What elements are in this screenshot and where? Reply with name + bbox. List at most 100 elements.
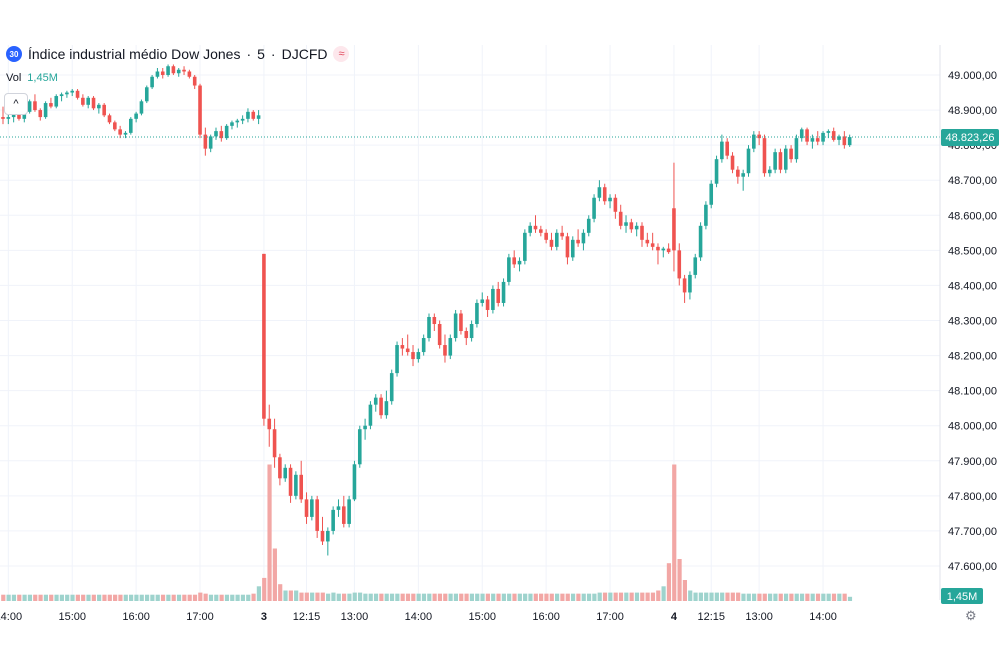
candle — [256, 110, 261, 125]
title-separator: · — [246, 46, 252, 62]
candle-body — [304, 499, 309, 517]
candle-body — [405, 348, 410, 353]
candle — [789, 145, 793, 163]
candle-body — [762, 138, 767, 174]
wave-icon[interactable]: ≈ — [333, 46, 350, 62]
volume-bar — [368, 593, 373, 601]
candle — [400, 338, 405, 356]
candle-body — [288, 467, 293, 496]
volume-bar — [645, 592, 650, 601]
candle — [815, 131, 820, 146]
candle — [416, 348, 421, 363]
volume-bars — [1, 464, 853, 601]
candle-body — [661, 248, 666, 251]
candle — [810, 134, 815, 149]
candle — [294, 471, 298, 500]
candle-body — [656, 246, 660, 251]
candle — [278, 453, 282, 486]
candle-body — [283, 467, 288, 479]
volume-bar — [421, 593, 427, 601]
candle — [805, 127, 809, 146]
candle-body — [629, 222, 634, 230]
volume-bar — [746, 593, 751, 601]
x-tick-label: 4 — [671, 611, 678, 623]
candle — [485, 295, 490, 317]
candle-body — [192, 76, 197, 86]
volume-bar — [768, 593, 773, 601]
x-tick-label: 13:00 — [745, 611, 773, 623]
volume-bar — [38, 594, 43, 601]
candle-body — [757, 134, 761, 139]
settings-gear-icon[interactable]: ⚙ — [965, 608, 977, 623]
volume-bar — [75, 594, 80, 601]
dow-logo-icon[interactable]: 30 — [6, 46, 22, 62]
candle — [640, 222, 644, 247]
candle-body — [453, 313, 458, 339]
volume-bar — [672, 464, 677, 601]
candle-body — [342, 506, 346, 524]
candle — [203, 127, 208, 156]
volume-bar — [565, 593, 570, 601]
candle — [847, 134, 852, 147]
volume-bar — [624, 592, 629, 601]
volume-bar — [709, 592, 714, 601]
x-tick-label: 12:15 — [293, 611, 321, 623]
volume-bar — [464, 593, 469, 601]
candle — [102, 103, 106, 118]
candle-body — [650, 243, 655, 247]
candle — [182, 66, 186, 75]
volume-bar — [363, 593, 368, 601]
collapse-legend-button[interactable]: ^ — [4, 93, 28, 115]
volume-bar — [294, 590, 299, 601]
volume-label[interactable]: Vol — [6, 72, 22, 84]
candle — [576, 229, 580, 247]
candle-body — [501, 281, 506, 303]
candle-body — [17, 113, 21, 119]
volume-bar — [512, 593, 517, 601]
candle-body — [262, 253, 266, 419]
candle — [618, 204, 623, 230]
candle — [693, 253, 698, 279]
candle — [496, 281, 501, 307]
candle — [342, 495, 346, 528]
candle — [831, 127, 836, 142]
price-axis: 47.600,00 47.700,00 47.800,00 47.900,00 48.0… — [948, 70, 997, 573]
volume-bar — [661, 586, 666, 601]
candle — [704, 201, 708, 230]
volume-bar — [22, 594, 27, 601]
candle-body — [523, 232, 527, 261]
candle — [555, 229, 559, 251]
source-label[interactable]: DJCFD — [281, 46, 328, 62]
candle-body — [741, 173, 745, 177]
candle — [427, 313, 431, 342]
symbol-title[interactable]: Índice industrial médio Dow Jones — [28, 46, 241, 62]
candle-body — [198, 85, 202, 135]
volume-legend: Vol 1,45M — [6, 72, 58, 84]
candle-body — [634, 225, 639, 230]
candle-body — [331, 509, 335, 531]
volume-bar — [251, 593, 256, 601]
candle — [272, 418, 277, 468]
candle — [459, 309, 463, 335]
candle-body — [560, 232, 564, 237]
candle-body — [645, 239, 650, 244]
volume-bar — [43, 594, 48, 601]
volume-bar — [187, 594, 192, 601]
interval-label[interactable]: 5 — [257, 46, 265, 62]
candle — [741, 169, 745, 191]
volume-bar — [6, 594, 11, 601]
candle-body — [688, 274, 692, 293]
candle-body — [443, 345, 447, 356]
candle-body — [368, 404, 373, 426]
candle-body — [214, 131, 218, 137]
candle-body — [847, 137, 852, 146]
candle-body — [182, 69, 186, 72]
candle — [565, 232, 570, 265]
title-separator: · — [270, 46, 276, 62]
volume-bar — [805, 593, 810, 601]
volume-bar — [437, 593, 443, 601]
x-tick-label: 15:00 — [468, 611, 496, 623]
volume-bar — [214, 594, 219, 601]
volume-bar — [27, 594, 33, 601]
